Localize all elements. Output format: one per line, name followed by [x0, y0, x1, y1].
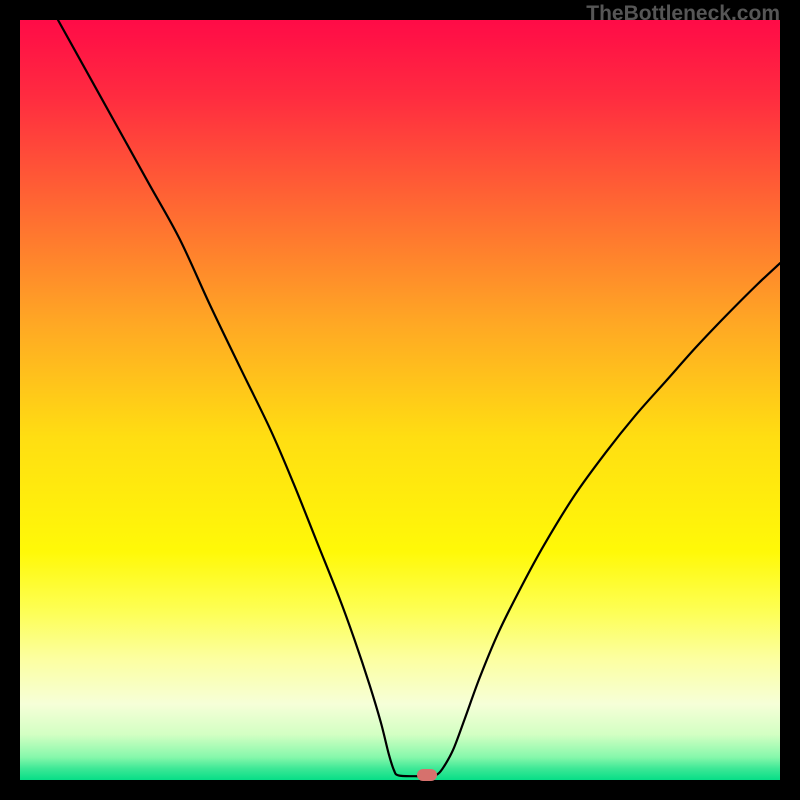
plot-area	[20, 20, 780, 780]
watermark-text: TheBottleneck.com	[586, 2, 780, 26]
optimum-marker	[417, 769, 437, 781]
chart-root: { "meta": { "watermark": "TheBottleneck.…	[0, 0, 800, 800]
bottleneck-curve	[20, 20, 780, 780]
